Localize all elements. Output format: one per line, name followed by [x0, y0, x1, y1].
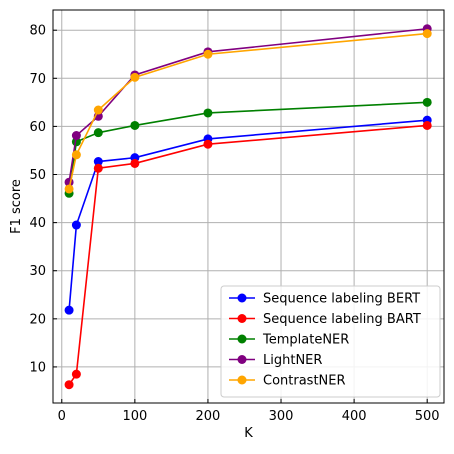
- series-group: [64, 24, 432, 390]
- legend-marker: [237, 334, 247, 344]
- y-tick-label: 20: [29, 312, 46, 327]
- legend-label: Sequence labeling BERT: [263, 292, 420, 307]
- data-point: [71, 220, 81, 230]
- grid: [53, 10, 444, 403]
- legend-item: TemplateNER: [229, 333, 349, 348]
- data-point: [203, 108, 213, 118]
- data-point: [130, 120, 140, 130]
- series-line: [68, 119, 428, 311]
- x-axis-label: K: [244, 426, 253, 441]
- plot-frame: [52, 9, 445, 404]
- y-tick-label: 40: [29, 216, 46, 231]
- data-point: [203, 139, 213, 149]
- y-tick-label: 50: [29, 168, 46, 183]
- legend: Sequence labeling BERT Sequence labeling …: [220, 285, 441, 398]
- legend-marker: [237, 293, 247, 303]
- y-tick-label: 80: [29, 24, 46, 39]
- data-point: [64, 305, 74, 315]
- legend-marker: [237, 375, 247, 385]
- series-contrastner: [64, 29, 432, 194]
- x-tick-label: 100: [122, 409, 147, 424]
- data-point: [71, 137, 81, 147]
- ticks: 0 100 200 300 400 500 10 20 30 40 50 60 70 80: [29, 24, 439, 424]
- series-templatener: [64, 97, 432, 198]
- series-sequence-labeling-bert: [64, 115, 432, 315]
- data-point: [93, 105, 103, 115]
- series-line: [68, 101, 428, 194]
- x-tick-label: 500: [415, 409, 440, 424]
- y-axis-label: F1 score: [9, 179, 24, 234]
- x-tick-label: 400: [342, 409, 367, 424]
- legend-marker: [237, 355, 247, 364]
- data-point: [71, 369, 81, 379]
- legend-label: LightNER: [263, 353, 322, 368]
- legend-label: TemplateNER: [262, 333, 349, 348]
- legend-item: LightNER: [229, 353, 322, 368]
- legend-item: Sequence labeling BERT: [229, 292, 420, 307]
- data-point: [71, 131, 81, 141]
- legend-marker: [237, 314, 247, 323]
- x-tick-label: 200: [196, 409, 221, 424]
- y-tick-label: 60: [29, 120, 46, 135]
- y-tick-label: 70: [29, 72, 46, 87]
- data-point: [93, 163, 103, 173]
- data-point: [71, 150, 81, 160]
- legend-item: ContrastNER: [229, 374, 346, 389]
- data-point: [422, 29, 432, 39]
- y-tick-label: 10: [29, 360, 46, 375]
- x-tick-label: 300: [269, 409, 294, 424]
- data-point: [130, 158, 140, 168]
- data-point: [203, 49, 213, 59]
- data-point: [130, 72, 140, 82]
- y-tick-label: 30: [29, 264, 46, 279]
- data-point: [93, 157, 103, 167]
- series-line: [68, 32, 428, 190]
- legend-label: ContrastNER: [263, 374, 346, 389]
- series-sequence-labeling-bart: [64, 120, 432, 390]
- data-point: [422, 120, 432, 130]
- legend-item: Sequence labeling BART: [229, 312, 421, 327]
- data-point: [64, 184, 74, 194]
- series-line: [68, 27, 428, 183]
- data-point: [93, 128, 103, 138]
- data-point: [64, 380, 74, 390]
- x-tick-label: 0: [58, 409, 66, 424]
- data-point: [422, 97, 432, 107]
- legend-box: [220, 285, 441, 398]
- legend-label: Sequence labeling BART: [263, 312, 421, 327]
